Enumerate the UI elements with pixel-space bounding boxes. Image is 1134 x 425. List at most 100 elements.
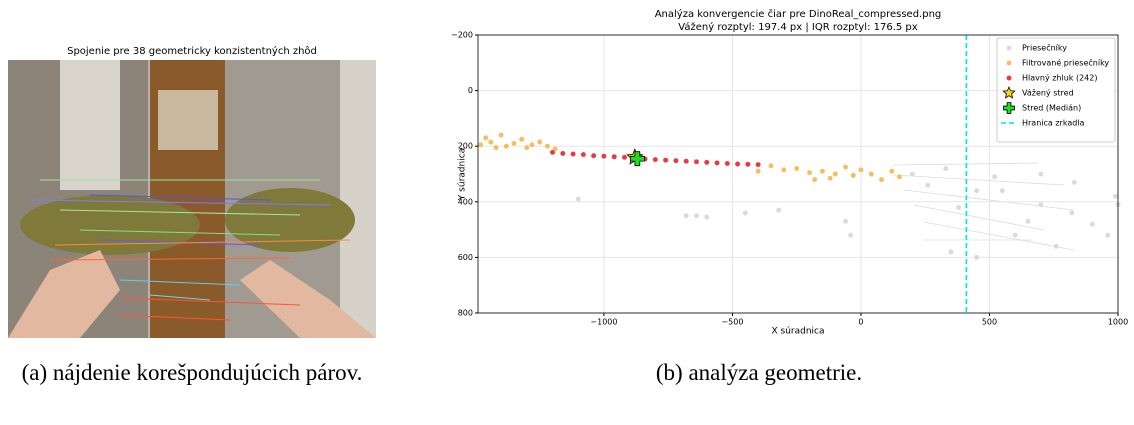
point (549, 149, 556, 156)
point (704, 214, 710, 220)
match-lines (29, 179, 351, 321)
subfigure-a: Spojenie pre 38 geometricky konzistentný… (8, 45, 376, 338)
point (518, 136, 525, 142)
point (819, 168, 826, 174)
point (611, 154, 617, 160)
x-axis-label: X súradnica (771, 327, 824, 337)
point (693, 159, 700, 165)
point (896, 174, 903, 180)
point (999, 187, 1006, 194)
median-marker (629, 151, 645, 167)
point (536, 139, 543, 145)
point (1053, 243, 1060, 250)
point (488, 139, 494, 145)
point (858, 167, 864, 173)
point (673, 157, 679, 164)
point (529, 142, 535, 148)
y-tick-label: 600 (458, 253, 473, 262)
point (943, 165, 949, 172)
point (889, 168, 895, 174)
point (973, 254, 980, 261)
caption-b: (b) analýza geometrie. (655, 360, 863, 385)
point (878, 176, 885, 183)
legend-symbol (1002, 85, 1016, 99)
point (781, 167, 787, 173)
y-tick-label: 0 (468, 86, 473, 95)
point (580, 151, 587, 158)
point (755, 161, 761, 168)
point (498, 132, 504, 138)
point (955, 204, 962, 211)
point (511, 140, 517, 147)
point (524, 144, 530, 151)
legend-label: Hlavný zhluk (242) (1022, 74, 1097, 83)
point (850, 172, 857, 179)
point (683, 158, 689, 164)
legend-symbol (1006, 75, 1012, 81)
point (621, 154, 628, 161)
y-tick-label: 200 (458, 142, 473, 151)
point (768, 162, 774, 169)
point (1012, 232, 1018, 238)
point (693, 212, 700, 219)
point (793, 165, 800, 172)
image-title: Spojenie pre 38 geometricky konzistentný… (67, 45, 317, 57)
point (948, 249, 954, 255)
point (1071, 179, 1078, 186)
legend-label: Stred (Medián) (1022, 104, 1081, 113)
point (662, 157, 669, 163)
y-tick-label: 400 (458, 197, 473, 206)
chart-title: Analýza konvergencie čiar pre DinoReal_c… (655, 8, 942, 20)
point (1025, 218, 1031, 225)
point (811, 176, 818, 183)
point (842, 218, 849, 225)
legend-symbol (1006, 45, 1012, 51)
legend-symbol (1006, 60, 1012, 66)
y-tick-label: 800 (458, 309, 473, 318)
point (734, 161, 741, 167)
point (775, 207, 782, 213)
point (1112, 193, 1119, 199)
point (503, 143, 510, 149)
point (1089, 221, 1096, 227)
legend-label: Filtrované priesečníky (1022, 58, 1109, 68)
point (1038, 201, 1044, 208)
legend-symbol (1003, 102, 1015, 114)
x-tick-label: 0 (858, 318, 863, 327)
x-tick-label: −500 (721, 318, 743, 327)
caption-a: (a) nájdenie korešpondujúcich párov. (21, 360, 363, 385)
point (493, 144, 499, 151)
point (482, 135, 489, 141)
point (868, 171, 875, 177)
point (973, 187, 980, 194)
x-tick-label: 500 (982, 318, 997, 327)
point (590, 152, 597, 159)
point (847, 232, 854, 238)
point (806, 169, 813, 176)
legend-label: Hranica zrkadla (1022, 119, 1085, 128)
legend-box (996, 37, 1116, 143)
point (1104, 232, 1111, 238)
chart: Analýza konvergencie čiar pre DinoReal_c… (451, 8, 1128, 337)
plot-frame (477, 34, 1119, 314)
point (1068, 210, 1075, 216)
point (560, 150, 566, 157)
point (742, 210, 749, 216)
point (827, 175, 833, 181)
point (724, 160, 731, 167)
point (745, 161, 751, 168)
point (1038, 171, 1044, 177)
point (909, 171, 916, 177)
legend-label: Vážený stred (1022, 89, 1074, 98)
point (575, 196, 581, 202)
point (925, 182, 931, 188)
chart-subtitle: Vážený rozptyl: 197.4 px | IQR rozptyl: … (678, 21, 917, 33)
photo (8, 60, 376, 338)
point (544, 143, 551, 149)
point (842, 164, 849, 170)
point (991, 174, 998, 180)
point (570, 151, 576, 157)
x-tick-label: −1000 (590, 318, 617, 327)
point (832, 171, 839, 177)
